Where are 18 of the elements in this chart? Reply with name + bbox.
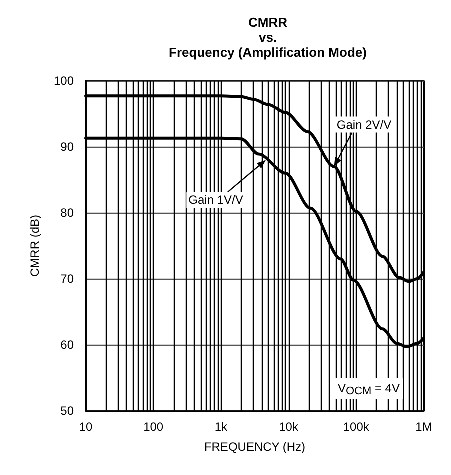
x-tick-label: 10k xyxy=(279,420,300,434)
y-tick-label: 100 xyxy=(54,74,74,88)
y-tick-label: 70 xyxy=(60,272,74,286)
x-tick-label: 10 xyxy=(79,420,93,434)
x-tick-label: 1M xyxy=(416,420,432,434)
annotation: VOCM = 4V xyxy=(338,382,400,398)
y-tick-label: 50 xyxy=(60,404,74,418)
x-tick-label: 100 xyxy=(144,420,164,434)
annotation: Gain 2V/V xyxy=(336,118,392,132)
chart-title: CMRR vs. Frequency (Amplification Mode) xyxy=(169,15,367,60)
y-axis-title: CMRR (dB) xyxy=(28,215,42,277)
annotation: Gain 1V/V xyxy=(188,193,244,208)
x-axis-title: FREQUENCY (Hz) xyxy=(204,440,306,454)
y-tick-label: 90 xyxy=(60,140,74,154)
x-tick-label: 100k xyxy=(343,420,370,434)
y-tick-label: 60 xyxy=(60,338,74,352)
y-tick-label: 80 xyxy=(60,206,74,220)
x-tick-label: 1k xyxy=(214,420,229,434)
